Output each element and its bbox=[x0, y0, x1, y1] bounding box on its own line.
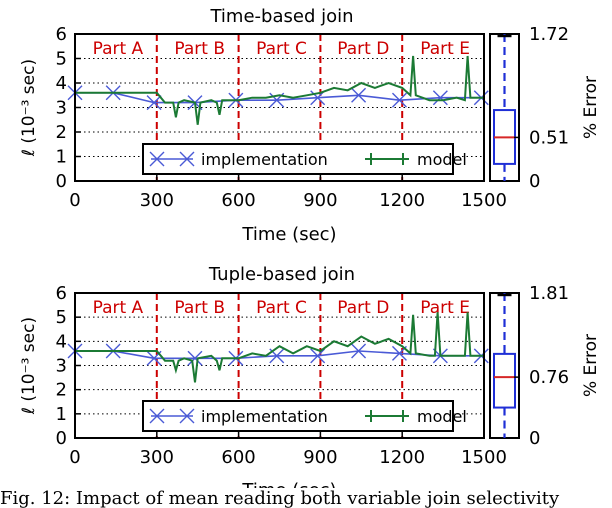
x-tick-label: 300 bbox=[140, 190, 174, 211]
y-tick-label: 3 bbox=[56, 98, 67, 119]
y-tick-label: 2 bbox=[56, 122, 67, 143]
y2-tick-label: 0.51 bbox=[529, 127, 569, 148]
part-label: Part C bbox=[256, 298, 307, 318]
part-label: Part B bbox=[174, 298, 225, 318]
legend-marker-implementation bbox=[149, 408, 165, 424]
y2-axis-label: % Error bbox=[581, 334, 601, 397]
y-tick-label: 4 bbox=[56, 73, 67, 94]
chart-title: Time-based join bbox=[209, 6, 353, 27]
part-label: Part E bbox=[420, 39, 470, 59]
series-line-model bbox=[75, 312, 484, 383]
y2-tick-label: 1.81 bbox=[529, 283, 569, 304]
part-label: Part C bbox=[256, 39, 307, 59]
error-box bbox=[493, 352, 516, 409]
series-line-model bbox=[75, 55, 484, 125]
data-point-implementation bbox=[187, 350, 203, 366]
y-tick-label: 1 bbox=[56, 147, 67, 168]
figure: Time-based join Part A Part B Part C Part D P… bbox=[19, 6, 601, 488]
part-label: Part A bbox=[93, 39, 144, 59]
part-label: Part B bbox=[174, 39, 225, 59]
data-point-implementation bbox=[351, 87, 367, 103]
figure-caption: Fig. 12: Impact of mean reading both var… bbox=[0, 488, 560, 508]
x-tick-label: 0 bbox=[69, 447, 80, 468]
x-tick-label: 1500 bbox=[461, 190, 507, 211]
data-point-implementation bbox=[310, 348, 326, 364]
part-label: Part D bbox=[337, 298, 389, 318]
y2-tick-label: 0.76 bbox=[529, 367, 569, 388]
legend-marker-implementation bbox=[179, 408, 195, 424]
y2-tick-label: 1.72 bbox=[529, 24, 569, 45]
legend-label-model: model bbox=[417, 150, 467, 169]
y-tick-label: 5 bbox=[56, 307, 67, 328]
x-tick-label: 1200 bbox=[379, 447, 425, 468]
x-axis-label: Time (sec) bbox=[241, 224, 336, 245]
data-point-implementation bbox=[351, 343, 367, 359]
chart-title: Tuple-based join bbox=[208, 264, 355, 285]
legend-label-implementation: implementation bbox=[201, 150, 328, 169]
legend-marker-implementation bbox=[179, 151, 195, 167]
y-tick-label: 6 bbox=[56, 283, 67, 304]
y-tick-label: 3 bbox=[56, 356, 67, 377]
chart-panel-1: Time-based join Part A Part B Part C Part D P… bbox=[19, 6, 601, 245]
y-tick-label: 6 bbox=[56, 24, 67, 45]
y-tick-label: 5 bbox=[56, 49, 67, 70]
part-label: Part E bbox=[420, 298, 470, 318]
x-tick-label: 1200 bbox=[379, 190, 425, 211]
x-tick-label: 300 bbox=[140, 447, 174, 468]
chart-panel-2: Tuple-based join Part A Part B Part C Part D… bbox=[19, 264, 601, 488]
part-label: Part A bbox=[93, 298, 144, 318]
x-axis-label: Time (sec) bbox=[241, 480, 336, 488]
y-tick-label: 0 bbox=[56, 171, 67, 192]
x-tick-label: 0 bbox=[69, 190, 80, 211]
y-tick-label: 2 bbox=[56, 380, 67, 401]
y2-axis-label: % Error bbox=[581, 76, 601, 139]
x-tick-label: 900 bbox=[303, 447, 337, 468]
data-point-implementation bbox=[146, 95, 162, 111]
data-point-implementation bbox=[432, 90, 448, 106]
x-tick-label: 1500 bbox=[461, 447, 507, 468]
data-point-implementation bbox=[391, 92, 407, 108]
legend-label-model: model bbox=[417, 407, 467, 426]
y-tick-label: 4 bbox=[56, 331, 67, 352]
y-axis-label: ℓ (10⁻³ sec) bbox=[19, 317, 39, 415]
legend-box bbox=[142, 143, 454, 175]
legend-label-implementation: implementation bbox=[201, 407, 328, 426]
legend-marker-implementation bbox=[149, 151, 165, 167]
y-tick-label: 0 bbox=[56, 428, 67, 449]
part-label: Part D bbox=[337, 39, 389, 59]
y2-tick-label: 0 bbox=[529, 171, 540, 192]
x-tick-label: 600 bbox=[221, 190, 255, 211]
y-tick-label: 1 bbox=[56, 404, 67, 425]
y2-tick-label: 0 bbox=[529, 428, 540, 449]
y-axis-label: ℓ (10⁻³ sec) bbox=[19, 59, 39, 157]
x-tick-label: 900 bbox=[303, 190, 337, 211]
x-tick-label: 600 bbox=[221, 447, 255, 468]
